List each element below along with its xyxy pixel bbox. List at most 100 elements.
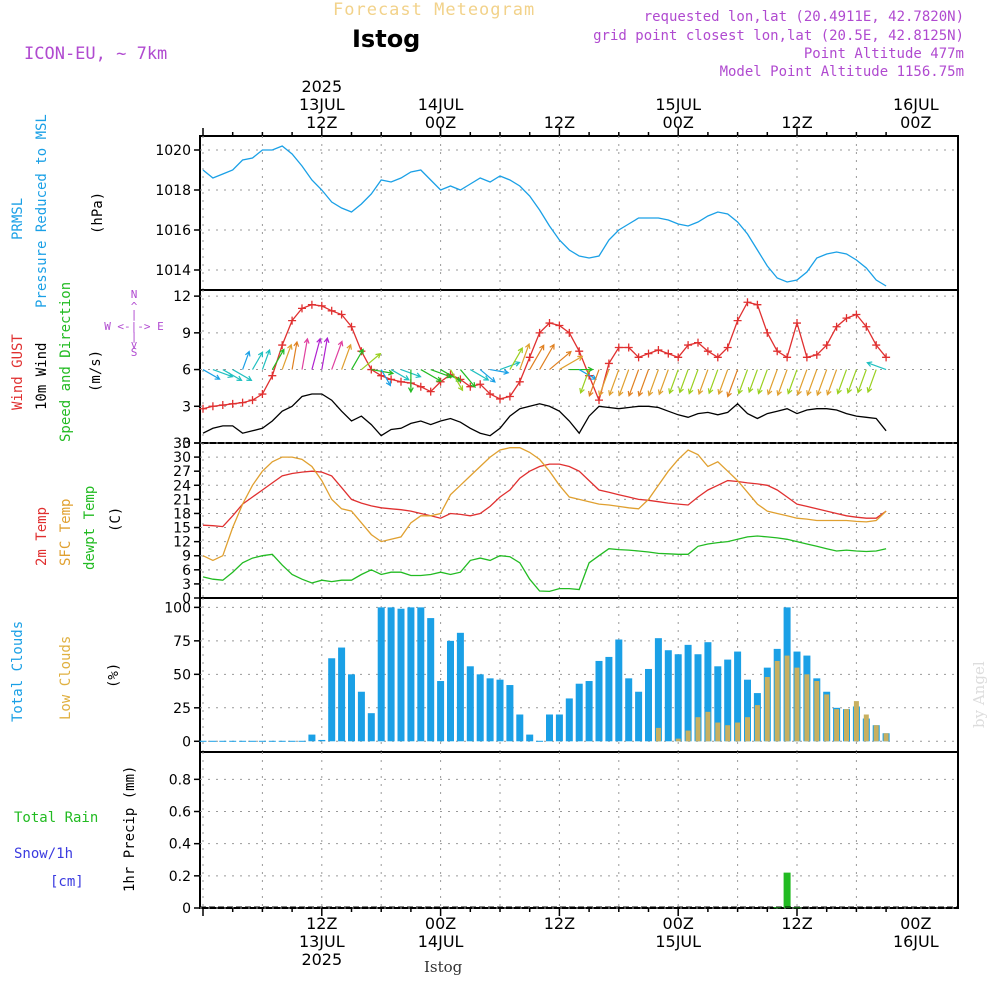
wind-arrow <box>836 369 848 395</box>
cloud-bar-total <box>635 691 643 742</box>
gust-marker <box>694 338 702 347</box>
gust-marker <box>822 341 831 350</box>
gust-marker <box>575 347 584 356</box>
wind-compass: | <box>131 330 138 343</box>
cloud-bar-low <box>784 655 790 742</box>
gust-marker <box>654 345 663 354</box>
label-snow-1h: Snow/1h <box>14 846 74 862</box>
requested-coords: requested lon,lat (20.4911E, 42.7820N) <box>643 9 964 25</box>
point-altitude: Point Altitude 477m <box>803 46 964 62</box>
wind-arrow <box>776 369 788 397</box>
cloud-bar-low <box>715 722 721 742</box>
bottom-time-label: 14JUL <box>418 932 464 951</box>
cloud-bar-total <box>684 644 692 742</box>
cloud-bar-total <box>456 632 464 742</box>
cloud-bar-total <box>476 674 484 742</box>
model-label: ICON-EU, ~ 7km <box>24 44 168 64</box>
gust-marker <box>862 322 871 331</box>
wind-arrow <box>637 369 650 398</box>
cloud-bar-total <box>516 714 524 742</box>
panel-frame-precipitation <box>199 751 959 909</box>
wind-arrow <box>826 369 838 396</box>
cloud-bar-total <box>377 607 385 742</box>
wind-arrow <box>726 369 739 398</box>
y-tick-label: 12 <box>173 289 191 305</box>
cloud-bar-low <box>685 730 691 742</box>
gust-marker <box>842 314 851 323</box>
cloud-bar-total <box>625 678 633 742</box>
gust-marker <box>664 349 673 358</box>
cloud-bar-total <box>427 618 435 742</box>
gust-marker <box>753 300 762 309</box>
y-tick-label: 27 <box>173 464 191 480</box>
cloud-bar-total <box>575 683 583 742</box>
gust-marker <box>347 322 356 331</box>
y-tick-label: 1020 <box>155 143 191 159</box>
gust-marker <box>208 402 217 411</box>
y-tick-label: 15 <box>173 521 191 537</box>
cloud-bar-total <box>645 668 652 742</box>
bottom-time-label: 12Z <box>306 914 337 933</box>
gust-marker <box>733 316 742 325</box>
y-tick-label: 1016 <box>155 223 191 239</box>
top-time-label: 13JUL <box>299 95 345 114</box>
gust-marker <box>555 321 564 330</box>
wind-arrow <box>261 348 271 370</box>
cloud-bar-low <box>883 733 889 742</box>
gust-marker <box>397 377 405 386</box>
wind-arrow <box>459 369 476 388</box>
gust-marker <box>268 371 277 380</box>
wind-arrow <box>856 369 867 394</box>
label-total-rain: Total Rain <box>14 810 99 826</box>
top-time-label: 14JUL <box>418 95 464 114</box>
gust-marker <box>852 310 861 319</box>
wind-arrow <box>757 369 768 395</box>
cloud-bar-total <box>338 647 346 742</box>
wind-arrow <box>668 369 679 395</box>
cloud-bar-total <box>318 739 326 742</box>
wind-arrow <box>251 351 264 370</box>
cloud-bar-total <box>348 674 355 742</box>
top-time-label: 00Z <box>425 113 456 132</box>
y-tick-label: 18 <box>173 506 191 522</box>
gust-marker <box>238 398 247 407</box>
wind-arrow <box>232 369 253 381</box>
cloud-bar-low <box>863 714 869 742</box>
cloud-bar-low <box>834 709 840 742</box>
gust-marker <box>634 353 643 362</box>
series-temp-1 <box>202 447 887 562</box>
cloud-bar-low <box>675 738 681 742</box>
gust-marker <box>199 404 207 413</box>
wind-arrow <box>796 369 808 396</box>
wind-arrow <box>657 369 669 396</box>
gust-marker <box>802 353 811 362</box>
wind-arrow <box>579 369 590 395</box>
wind-arrow <box>816 369 828 397</box>
cloud-bar-total <box>367 713 375 742</box>
wind-arrow <box>271 348 285 370</box>
cloud-bar-low <box>873 725 879 742</box>
top-time-label: 15JUL <box>655 95 701 114</box>
gust-marker <box>248 396 257 405</box>
model-altitude: Model Point Altitude 1156.75m <box>719 64 964 80</box>
series-temp-2 <box>202 535 887 593</box>
gust-marker <box>288 316 297 325</box>
gust-marker <box>496 394 504 403</box>
cloud-bar-total <box>397 608 405 742</box>
y-tick-label: 12 <box>173 535 191 551</box>
wind-arrow <box>786 369 798 395</box>
wind-arrow <box>489 368 510 375</box>
y-tick-label: 9 <box>182 326 191 342</box>
series-temp-0 <box>202 463 887 528</box>
wind-arrow <box>242 350 251 370</box>
gust-marker <box>278 341 287 350</box>
panel-frame-pressure <box>199 135 959 291</box>
wind-arrow <box>608 369 620 397</box>
cloud-bar-total <box>555 714 563 742</box>
bottom-time-label: 16JUL <box>893 932 939 951</box>
precip-bar <box>793 907 801 909</box>
wind-arrow <box>519 342 531 370</box>
wind-compass: N <box>131 288 138 301</box>
cloud-bar-low <box>824 694 830 742</box>
bottom-time-label: 00Z <box>663 914 694 933</box>
